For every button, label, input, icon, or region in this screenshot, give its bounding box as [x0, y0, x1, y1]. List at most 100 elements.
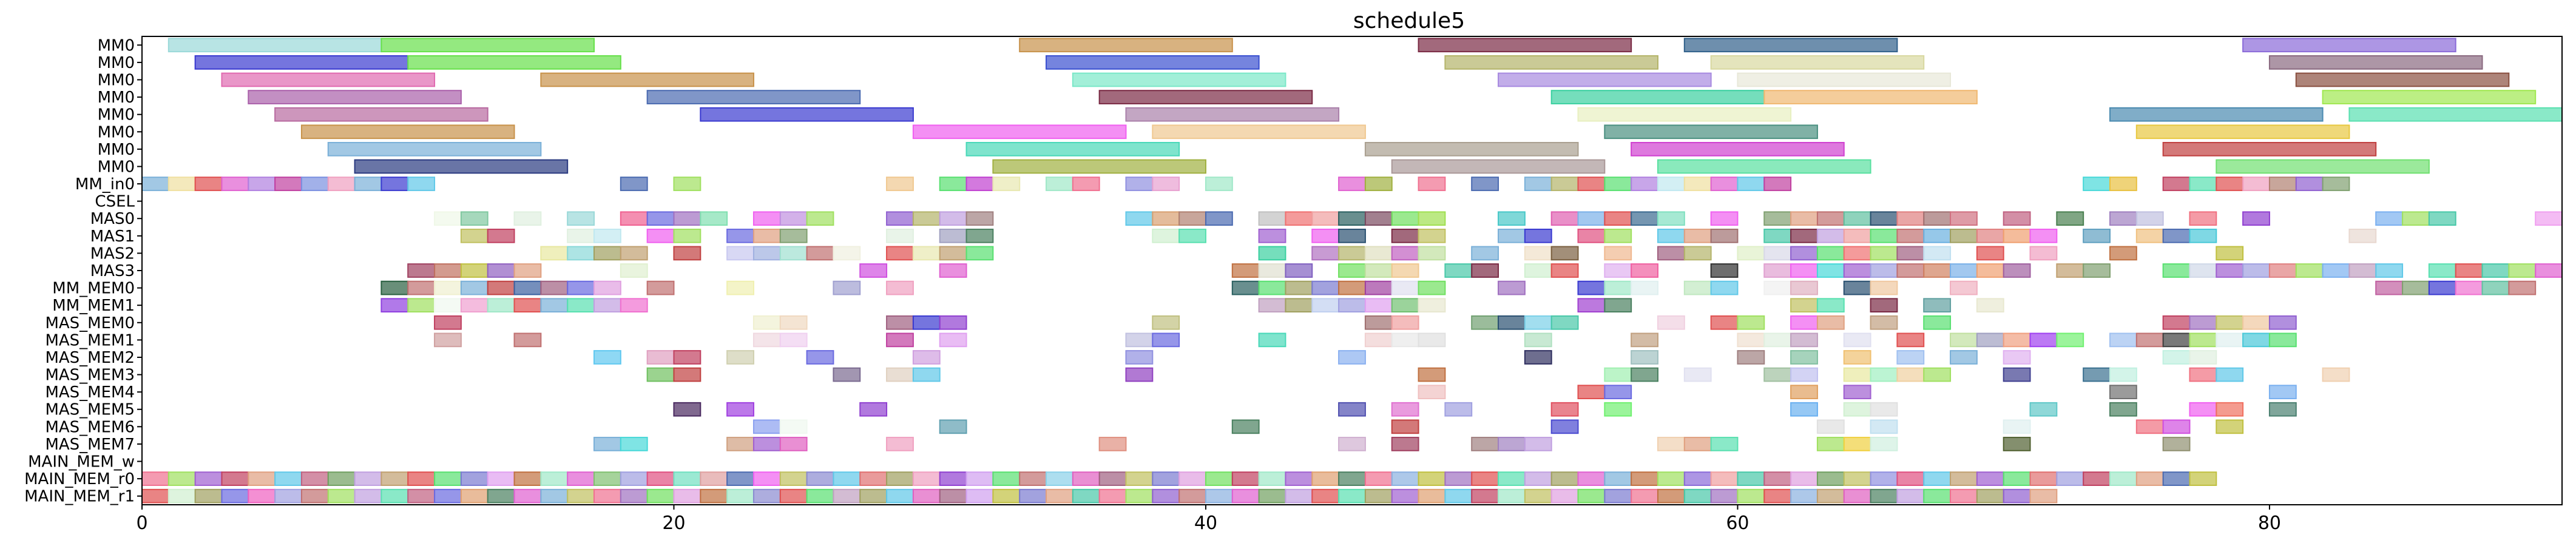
task-bar: [912, 367, 941, 382]
task-bar: [2083, 471, 2111, 486]
task-bar: [1631, 280, 1658, 295]
task-bar: [1976, 332, 2004, 348]
task-bar: [1391, 246, 1419, 261]
task-bar: [567, 280, 595, 295]
task-bar: [354, 488, 382, 504]
task-bar: [2295, 177, 2324, 191]
row-label: MAS_MEM3: [45, 366, 135, 385]
task-bar: [300, 124, 515, 140]
task-bar: [2109, 332, 2137, 348]
task-bar: [327, 488, 356, 504]
task-bar: [2162, 228, 2191, 243]
task-bar: [2189, 315, 2217, 330]
task-bar: [1816, 263, 1845, 278]
task-bar: [2508, 280, 2537, 295]
task-bar: [1178, 211, 1206, 226]
row-label: MAS_MEM5: [45, 401, 135, 419]
task-bar: [1683, 437, 1712, 451]
row-label: MM_MEM1: [52, 297, 135, 315]
task-bar: [833, 367, 861, 382]
task-bar: [1338, 488, 1366, 504]
task-bar: [1790, 246, 1818, 261]
task-bar: [1391, 298, 1419, 313]
task-bar: [726, 471, 754, 486]
task-bar: [646, 228, 675, 243]
task-bar: [1178, 488, 1206, 504]
task-bar: [2216, 263, 2244, 278]
task-bar: [1896, 488, 1925, 504]
task-bar: [2375, 211, 2404, 226]
task-bar: [752, 315, 781, 330]
task-bar: [2322, 367, 2350, 382]
task-bar: [1258, 298, 1286, 313]
task-bar: [2322, 177, 2350, 191]
task-bar: [1125, 332, 1154, 348]
task-bar: [673, 488, 701, 504]
task-bar: [1816, 228, 1845, 243]
task-bar: [1418, 332, 1446, 348]
task-bar: [779, 211, 808, 226]
task-bar: [1763, 367, 1792, 382]
task-bar: [1550, 402, 1579, 417]
task-bar: [1763, 263, 1792, 278]
task-bar: [1896, 263, 1925, 278]
task-bar: [1364, 315, 1393, 330]
task-bar: [912, 488, 941, 504]
task-bar: [1870, 280, 1898, 295]
task-bar: [1816, 315, 1845, 330]
task-bar: [1843, 367, 1871, 382]
row-label: MM0: [98, 123, 135, 141]
task-bar: [2428, 211, 2456, 226]
task-bar: [274, 107, 488, 122]
task-bar: [1683, 228, 1712, 243]
task-bar: [1710, 211, 1739, 226]
task-bar: [1391, 280, 1419, 295]
task-bar: [965, 246, 994, 261]
task-bar: [1550, 263, 1579, 278]
task-bar: [1604, 228, 1632, 243]
task-bar: [1152, 488, 1180, 504]
task-bar: [593, 350, 621, 365]
task-bar: [1498, 471, 1526, 486]
task-bar: [513, 298, 542, 313]
task-bar: [779, 437, 808, 451]
task-bar: [1471, 263, 1499, 278]
task-bar: [726, 280, 754, 295]
task-bar: [2109, 385, 2137, 400]
task-bar: [886, 177, 914, 191]
task-bar: [1550, 419, 1579, 434]
task-bar: [2083, 228, 2111, 243]
task-bar: [354, 177, 382, 191]
task-bar: [833, 246, 861, 261]
task-bar: [1311, 280, 1340, 295]
task-bar: [221, 471, 249, 486]
task-bar: [1631, 141, 1845, 157]
task-bar: [1604, 124, 1818, 140]
task-bar: [487, 488, 515, 504]
task-bar: [2003, 350, 2031, 365]
task-bar: [1125, 177, 1154, 191]
task-bar: [939, 471, 967, 486]
task-bar: [1923, 488, 1952, 504]
task-bar: [1923, 211, 1952, 226]
task-bar: [1896, 211, 1925, 226]
task-bar: [2109, 402, 2137, 417]
task-bar: [2268, 177, 2297, 191]
task-bar: [2268, 332, 2297, 348]
task-bar: [1870, 298, 1898, 313]
task-bar: [1364, 141, 1579, 157]
task-bar: [833, 471, 861, 486]
task-bar: [2216, 402, 2244, 417]
task-bar: [300, 471, 329, 486]
task-bar: [1231, 263, 1260, 278]
task-bar: [1790, 211, 1818, 226]
task-bar: [1790, 488, 1818, 504]
task-bar: [1657, 315, 1685, 330]
task-bar: [2029, 246, 2058, 261]
task-bar: [1311, 488, 1340, 504]
task-bar: [221, 72, 436, 87]
task-bar: [434, 211, 462, 226]
task-bar: [380, 471, 409, 486]
task-bar: [1258, 471, 1286, 486]
